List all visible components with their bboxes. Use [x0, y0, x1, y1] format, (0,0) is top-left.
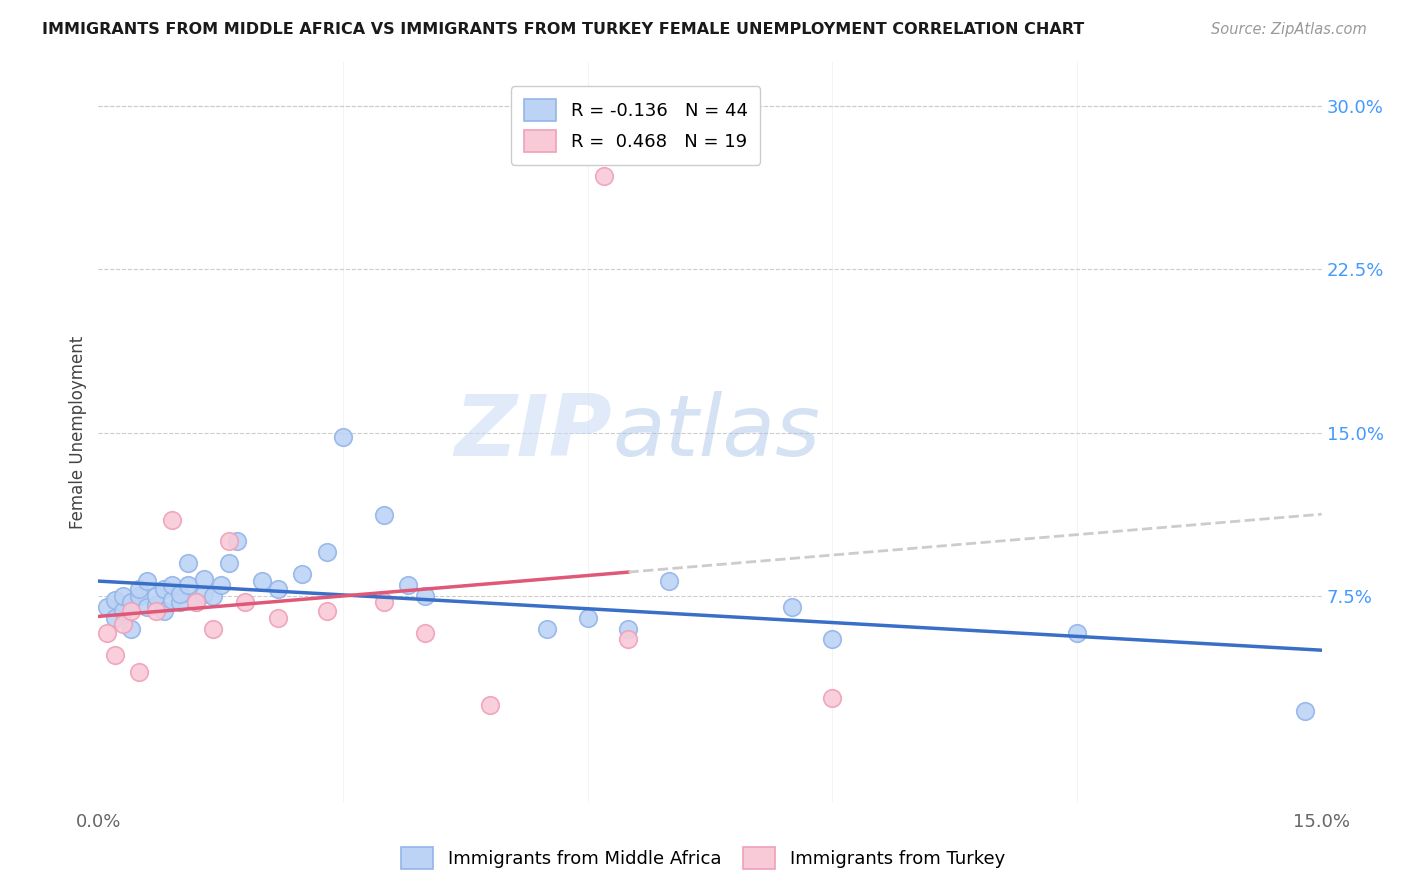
- Text: atlas: atlas: [612, 391, 820, 475]
- Point: [152, 604, 174, 618]
- Point: [145, 598, 167, 612]
- Point: [136, 574, 159, 588]
- Point: [267, 611, 290, 625]
- Point: [373, 508, 395, 523]
- Point: [160, 593, 183, 607]
- Point: [177, 556, 200, 570]
- Point: [104, 593, 127, 607]
- Point: [413, 589, 436, 603]
- Point: [250, 574, 273, 588]
- Point: [96, 599, 118, 614]
- Point: [111, 617, 134, 632]
- Point: [186, 595, 208, 609]
- Point: [104, 648, 127, 662]
- Point: [226, 534, 249, 549]
- Point: [128, 665, 150, 680]
- Point: [315, 545, 337, 559]
- Point: [233, 595, 256, 609]
- Text: ZIP: ZIP: [454, 391, 612, 475]
- Text: Source: ZipAtlas.com: Source: ZipAtlas.com: [1211, 22, 1367, 37]
- Point: [120, 622, 142, 636]
- Point: [617, 632, 640, 647]
- Point: [160, 513, 183, 527]
- Point: [169, 587, 191, 601]
- Point: [193, 572, 215, 586]
- Point: [576, 611, 599, 625]
- Point: [169, 595, 191, 609]
- Point: [136, 599, 159, 614]
- Point: [145, 589, 167, 603]
- Point: [821, 691, 844, 706]
- Point: [160, 578, 183, 592]
- Point: [186, 595, 208, 609]
- Point: [821, 632, 844, 647]
- Point: [201, 589, 224, 603]
- Point: [396, 578, 419, 592]
- Point: [332, 430, 354, 444]
- Point: [413, 626, 436, 640]
- Text: IMMIGRANTS FROM MIDDLE AFRICA VS IMMIGRANTS FROM TURKEY FEMALE UNEMPLOYMENT CORR: IMMIGRANTS FROM MIDDLE AFRICA VS IMMIGRA…: [42, 22, 1084, 37]
- Point: [111, 589, 134, 603]
- Point: [120, 604, 142, 618]
- Point: [128, 582, 150, 597]
- Point: [1066, 626, 1088, 640]
- Point: [315, 604, 337, 618]
- Point: [152, 582, 174, 597]
- Point: [218, 534, 240, 549]
- Point: [658, 574, 681, 588]
- Point: [617, 622, 640, 636]
- Point: [373, 595, 395, 609]
- Point: [291, 567, 314, 582]
- Point: [536, 622, 558, 636]
- Point: [128, 589, 150, 603]
- Point: [145, 604, 167, 618]
- Point: [267, 582, 290, 597]
- Point: [120, 595, 142, 609]
- Point: [209, 578, 232, 592]
- Point: [1294, 704, 1316, 718]
- Point: [780, 599, 803, 614]
- Point: [104, 611, 127, 625]
- Point: [593, 169, 616, 183]
- Y-axis label: Female Unemployment: Female Unemployment: [69, 336, 87, 529]
- Legend: Immigrants from Middle Africa, Immigrants from Turkey: Immigrants from Middle Africa, Immigrant…: [392, 838, 1014, 879]
- Legend: R = -0.136   N = 44, R =  0.468   N = 19: R = -0.136 N = 44, R = 0.468 N = 19: [512, 87, 761, 165]
- Point: [177, 578, 200, 592]
- Point: [478, 698, 501, 712]
- Point: [96, 626, 118, 640]
- Point: [218, 556, 240, 570]
- Point: [111, 604, 134, 618]
- Point: [201, 622, 224, 636]
- Point: [193, 587, 215, 601]
